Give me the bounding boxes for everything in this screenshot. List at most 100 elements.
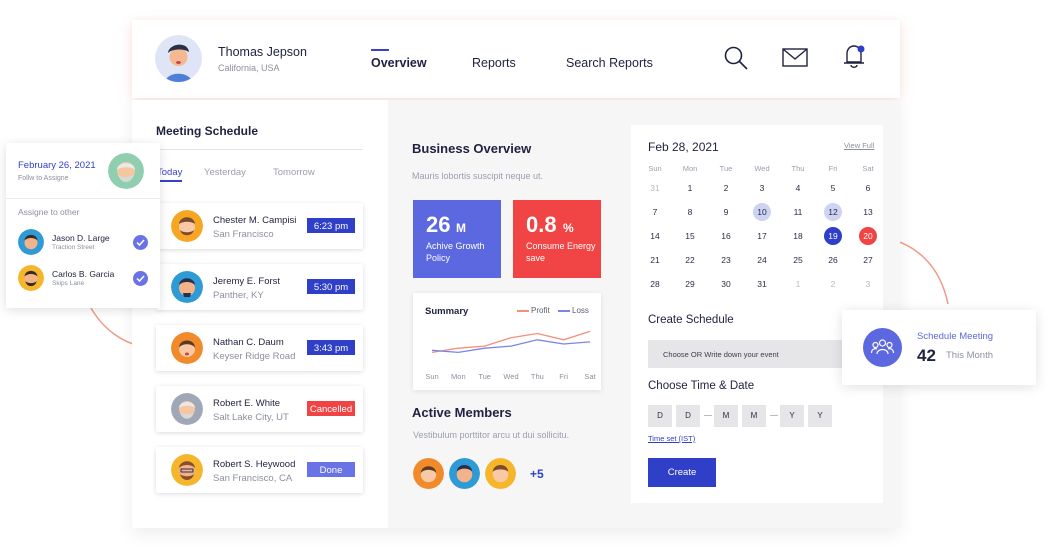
calendar-day[interactable]: 12: [824, 203, 842, 221]
calendar-day[interactable]: 27: [863, 255, 873, 265]
calendar-day[interactable]: 6: [865, 183, 871, 193]
year-field[interactable]: Y: [780, 405, 804, 427]
calendar-day[interactable]: 3: [865, 279, 871, 289]
avatar: [171, 210, 203, 242]
assignee-place: Traction Street: [52, 244, 95, 251]
tab-reports[interactable]: Reports: [472, 56, 516, 70]
top-header: Thomas Jepson California, USA Overview R…: [132, 20, 900, 98]
year-field[interactable]: Y: [808, 405, 832, 427]
business-title: Business Overview: [412, 141, 532, 156]
meeting-card[interactable]: Nathan C. Daum Keyser Ridge Road 3:43 pm: [156, 325, 363, 371]
calendar-day[interactable]: 29: [685, 279, 695, 289]
calendar-day[interactable]: 7: [652, 207, 658, 217]
check-icon[interactable]: [133, 271, 148, 286]
meeting-place: San Francisco, CA: [213, 473, 293, 484]
more-members-count[interactable]: +5: [530, 467, 544, 481]
calendar-day[interactable]: 18: [793, 231, 803, 241]
create-button[interactable]: Create: [648, 458, 716, 487]
mail-icon[interactable]: [782, 48, 808, 67]
tab-tomorrow[interactable]: Tomorrow: [273, 167, 315, 178]
meeting-card[interactable]: Robert E. White Salt Lake City, UT Cance…: [156, 386, 363, 432]
month-field[interactable]: M: [714, 405, 738, 427]
event-input[interactable]: Choose OR Write down your event: [648, 340, 842, 368]
calendar-day[interactable]: 28: [650, 279, 660, 289]
x-tick-label: Fri: [559, 372, 568, 381]
assign-avatar: [108, 153, 144, 189]
calendar-day[interactable]: 20: [859, 227, 877, 245]
weekday-label: Sat: [862, 164, 874, 173]
tab-today[interactable]: Today: [157, 167, 183, 178]
active-tab-indicator: [371, 49, 389, 51]
meeting-name: Jeremy E. Forst: [213, 276, 281, 287]
calendar-day[interactable]: 2: [830, 279, 836, 289]
group-icon: [863, 328, 902, 367]
search-icon[interactable]: [723, 45, 749, 71]
calendar-day[interactable]: 17: [757, 231, 767, 241]
day-field[interactable]: D: [648, 405, 672, 427]
calendar-day[interactable]: 11: [793, 207, 803, 217]
meeting-card[interactable]: Jeremy E. Forst Panther, KY 5:30 pm: [156, 264, 363, 310]
legend-swatch-profit: [517, 310, 529, 312]
calendar-day[interactable]: 4: [795, 183, 801, 193]
calendar-day[interactable]: 16: [721, 231, 731, 241]
assignee-name: Jason D. Large: [52, 233, 110, 243]
calendar-date: Feb 28, 2021: [648, 140, 719, 154]
meeting-schedule-panel: Meeting Schedule Today Yesterday Tomorro…: [132, 100, 388, 528]
calendar-day[interactable]: 24: [757, 255, 767, 265]
members-subtitle: Vestibulum porttitor arcu ut dui sollici…: [413, 430, 570, 440]
calendar-day[interactable]: 22: [685, 255, 695, 265]
calendar-day[interactable]: 31: [650, 183, 660, 193]
calendar-day[interactable]: 26: [828, 255, 838, 265]
assignee-place: Skips Lane: [52, 280, 85, 287]
calendar-day[interactable]: 13: [863, 207, 873, 217]
calendar-day[interactable]: 9: [723, 207, 729, 217]
month-field[interactable]: M: [742, 405, 766, 427]
calendar-panel: Feb 28, 2021 View Full Sun Mon Tue Wed Thu Fr…: [631, 125, 883, 503]
member-avatar[interactable]: [485, 458, 516, 489]
calendar-day[interactable]: 5: [830, 183, 836, 193]
calendar-day[interactable]: 2: [723, 183, 729, 193]
calendar-day[interactable]: 3: [759, 183, 765, 193]
bell-icon[interactable]: [841, 42, 867, 70]
x-tick-label: Thu: [531, 372, 544, 381]
tab-yesterday[interactable]: Yesterday: [204, 167, 246, 178]
schedule-meeting-card[interactable]: Schedule Meeting 42 This Month: [842, 310, 1036, 385]
status-badge: 3:43 pm: [306, 339, 356, 356]
meeting-name: Robert S. Heywood: [213, 459, 296, 470]
weekday-label: Fri: [828, 164, 838, 173]
time-set-link[interactable]: Time set (IST): [648, 434, 696, 443]
x-tick-label: Wed: [503, 372, 518, 381]
member-avatar[interactable]: [449, 458, 480, 489]
meeting-title: Meeting Schedule: [156, 124, 259, 138]
meeting-card[interactable]: Chester M. Campisi San Francisco 6:23 pm: [156, 203, 363, 249]
day-field[interactable]: D: [676, 405, 700, 427]
meeting-place: Salt Lake City, UT: [213, 412, 289, 423]
calendar-day[interactable]: 1: [687, 183, 693, 193]
calendar-day[interactable]: 15: [685, 231, 695, 241]
calendar-day[interactable]: 14: [650, 231, 660, 241]
meeting-name: Chester M. Campisi: [213, 215, 297, 226]
check-icon[interactable]: [133, 235, 148, 250]
meeting-card[interactable]: Robert S. Heywood San Francisco, CA Done: [156, 447, 363, 493]
weekday-label: Tue: [719, 164, 733, 173]
calendar-day[interactable]: 31: [757, 279, 767, 289]
calendar-day[interactable]: 19: [824, 227, 842, 245]
calendar-day[interactable]: 25: [793, 255, 803, 265]
calendar-day[interactable]: 30: [721, 279, 731, 289]
tab-search-reports[interactable]: Search Reports: [566, 56, 653, 70]
calendar-day[interactable]: 21: [650, 255, 660, 265]
calendar-day[interactable]: 23: [721, 255, 731, 265]
calendar-day[interactable]: 10: [753, 203, 771, 221]
schedule-meeting-label: Schedule Meeting: [917, 331, 994, 342]
calendar-day[interactable]: 8: [687, 207, 693, 217]
series-line-profit: [431, 330, 591, 354]
profile-avatar[interactable]: [155, 35, 202, 82]
tab-overview[interactable]: Overview: [371, 56, 427, 70]
calendar-day[interactable]: 1: [795, 279, 801, 289]
view-full-link[interactable]: View Full: [844, 141, 875, 150]
meeting-name: Nathan C. Daum: [213, 337, 284, 348]
members-title: Active Members: [412, 405, 512, 420]
member-avatar[interactable]: [413, 458, 444, 489]
summary-line-chart: Sun Mon Tue Wed Thu Fri Sat: [425, 330, 597, 381]
assign-card: February 26, 2021 Follw to Assigne Assig…: [6, 143, 160, 308]
